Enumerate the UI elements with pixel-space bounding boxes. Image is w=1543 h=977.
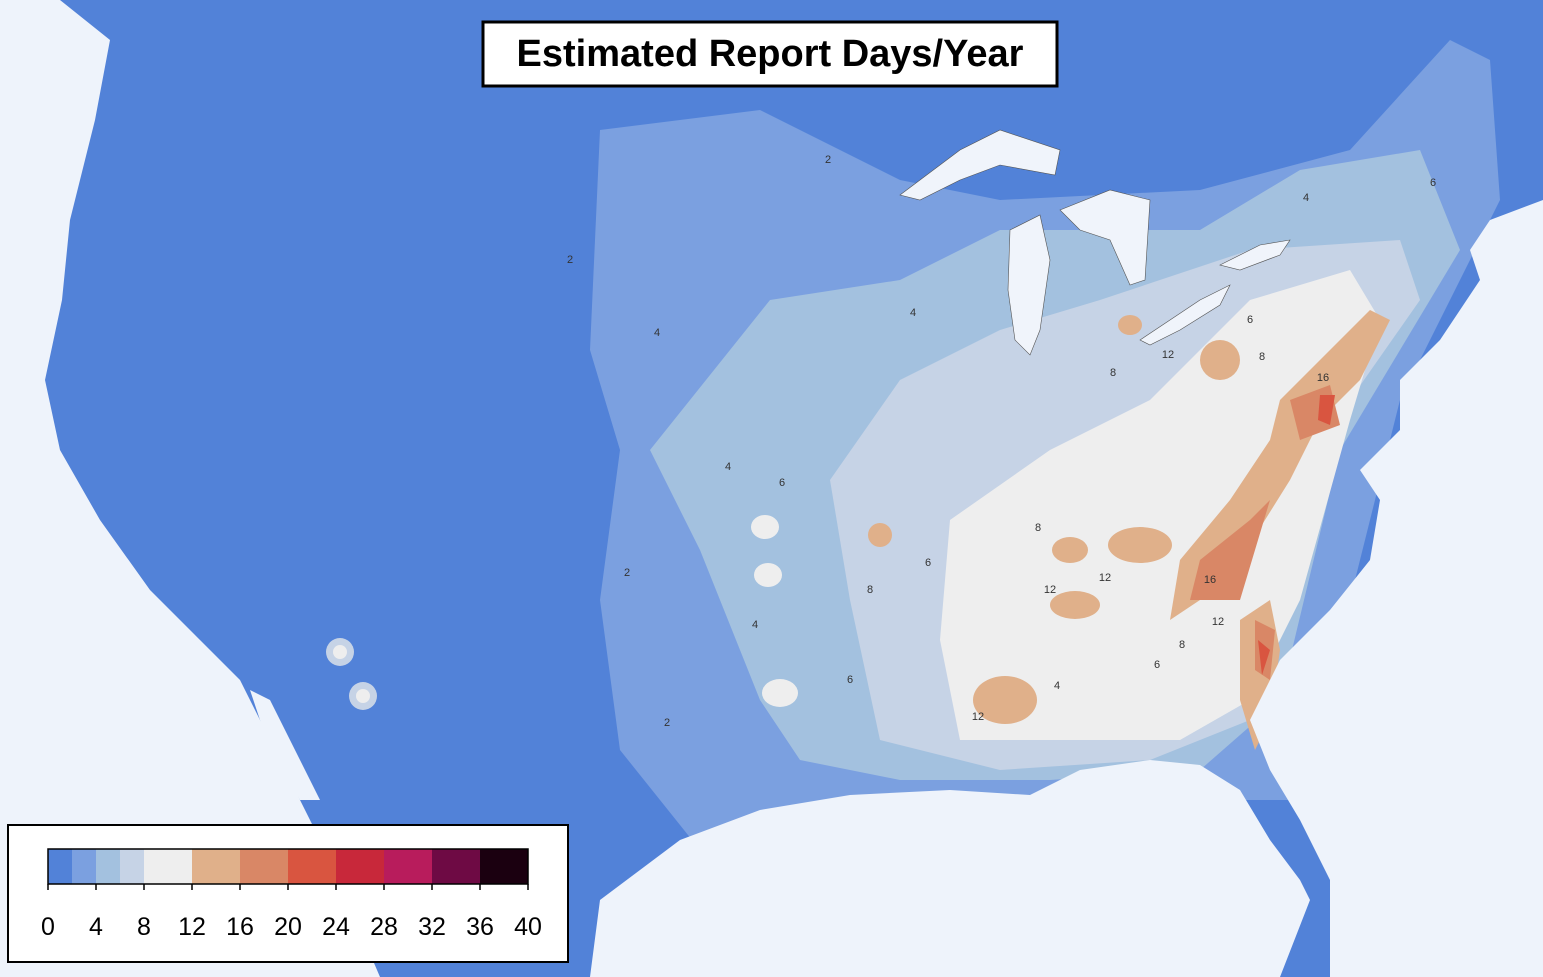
contour-label: 6 xyxy=(847,674,853,686)
contour-label: 4 xyxy=(654,327,660,339)
contour-labels: 2 4 4 6 8 6 4 2 2 6 12 8 12 12 16 12 8 6 4 12 8 6 8 16 6 4 2 4 xyxy=(567,154,1436,729)
colorbar-bin xyxy=(192,849,240,884)
value-zone xyxy=(1052,537,1088,563)
value-zone xyxy=(1200,340,1240,380)
contour-label: 8 xyxy=(1035,522,1041,534)
contour-label: 4 xyxy=(1303,192,1309,204)
contour-label: 12 xyxy=(1099,572,1111,584)
colorbar-bin xyxy=(120,849,144,884)
contour-label: 12 xyxy=(1212,616,1224,628)
contour-label: 8 xyxy=(1179,639,1185,651)
contour-label: 8 xyxy=(1110,367,1116,379)
colorbar-bin xyxy=(72,849,96,884)
contour-label: 4 xyxy=(725,461,731,473)
contour-label: 12 xyxy=(1044,584,1056,596)
value-zone xyxy=(333,645,347,659)
value-zone xyxy=(356,689,370,703)
lake xyxy=(1007,214,1051,356)
contour-label: 2 xyxy=(664,717,670,729)
contour-label: 6 xyxy=(925,557,931,569)
colorbar-bin xyxy=(384,849,432,884)
colorbar-tick-label: 4 xyxy=(89,913,103,941)
contour-label: 12 xyxy=(1162,349,1174,361)
ocean xyxy=(590,760,1310,977)
colorbar-bin xyxy=(480,849,528,884)
contour-label: 2 xyxy=(624,567,630,579)
lake xyxy=(1219,239,1291,271)
value-zone xyxy=(868,523,892,547)
contour-label: 6 xyxy=(1247,314,1253,326)
contour-label: 8 xyxy=(867,584,873,596)
legend-frame xyxy=(7,824,569,963)
lake xyxy=(1059,189,1151,286)
lake xyxy=(899,129,1061,201)
contour-label: 6 xyxy=(1430,177,1436,189)
value-zone xyxy=(751,515,779,539)
colorbar-bin xyxy=(48,849,72,884)
legend: 0 4 8 12 16 20 24 28 32 36 40 xyxy=(7,824,569,963)
colorbar-tick-label: 8 xyxy=(137,913,151,941)
colorbar-tick-label: 28 xyxy=(370,913,398,941)
contour-label: 4 xyxy=(910,307,916,319)
contour-label: 12 xyxy=(972,711,984,723)
contour-label: 6 xyxy=(1154,659,1160,671)
value-zone xyxy=(1050,591,1100,619)
colorbar-bin xyxy=(144,849,192,884)
contour-label: 4 xyxy=(752,619,758,631)
colorbar-tick-label: 32 xyxy=(418,913,446,941)
title-box: Estimated Report Days/Year xyxy=(481,20,1059,88)
map-title: Estimated Report Days/Year xyxy=(517,33,1024,75)
colorbar-bin xyxy=(288,849,336,884)
contour-label: 2 xyxy=(567,254,573,266)
value-zone xyxy=(1190,500,1270,600)
colorbar-tick-label: 36 xyxy=(466,913,494,941)
ocean xyxy=(250,690,320,800)
contour-label: 2 xyxy=(825,154,831,166)
value-zone xyxy=(754,563,782,587)
value-zone xyxy=(1108,527,1172,563)
ocean xyxy=(1250,200,1543,977)
ocean xyxy=(0,0,380,977)
colorbar-tick-label: 0 xyxy=(41,913,55,941)
colorbar-tick-label: 12 xyxy=(178,913,206,941)
colorbar-tick-label: 40 xyxy=(514,913,542,941)
value-zone xyxy=(762,679,798,707)
contour-label: 6 xyxy=(779,477,785,489)
colorbar-tick-label: 20 xyxy=(274,913,302,941)
colorbar-bin xyxy=(432,849,480,884)
colorbar-tick-label: 24 xyxy=(322,913,350,941)
colorbar-bin xyxy=(240,849,288,884)
contour-label: 8 xyxy=(1259,351,1265,363)
contour-label: 16 xyxy=(1317,372,1329,384)
value-zone xyxy=(973,676,1037,724)
value-zone xyxy=(1318,395,1335,425)
value-zones xyxy=(326,40,1500,850)
lake xyxy=(1139,284,1231,346)
contour-label: 16 xyxy=(1204,574,1216,586)
contour-label: 4 xyxy=(1054,680,1060,692)
colorbar-bin xyxy=(336,849,384,884)
value-zone xyxy=(1258,640,1270,675)
title-frame xyxy=(481,20,1059,88)
colorbar-bin xyxy=(96,849,120,884)
value-zone xyxy=(1118,315,1142,335)
colorbar-tick-label: 16 xyxy=(226,913,254,941)
